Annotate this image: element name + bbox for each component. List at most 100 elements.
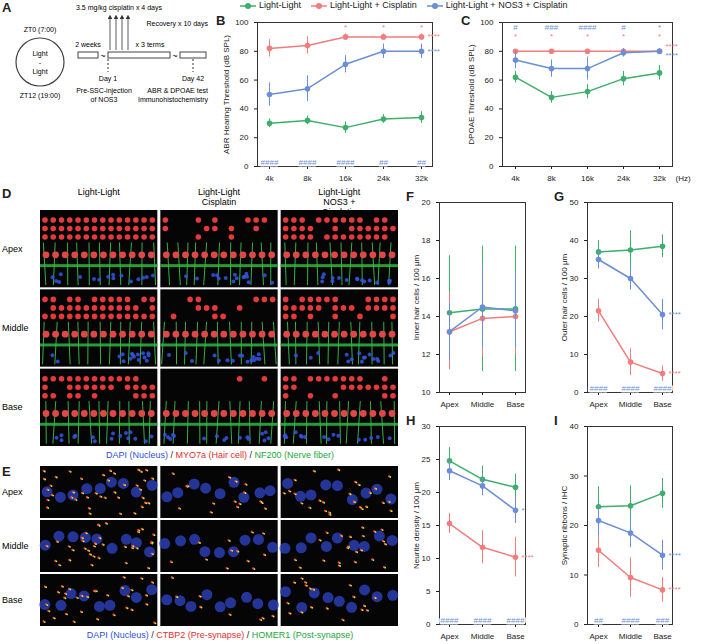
svg-text:*: * <box>586 32 589 41</box>
svg-text:4k: 4k <box>511 174 520 183</box>
svg-text:~: ~ <box>100 51 105 61</box>
svg-text:40: 40 <box>570 422 579 431</box>
svg-text:DAPI (Nucleus) / CTBP2 (Pre-sy: DAPI (Nucleus) / CTBP2 (Pre-synapse) / H… <box>87 630 354 640</box>
svg-text:*: * <box>382 23 385 32</box>
svg-text:Middle: Middle <box>471 400 495 409</box>
svg-text:###: ### <box>656 616 670 625</box>
svg-text:Middle: Middle <box>619 400 643 409</box>
svg-text:###: ### <box>545 23 559 32</box>
svg-text:20: 20 <box>422 198 431 207</box>
svg-text:##: ## <box>379 158 388 167</box>
svg-text:5: 5 <box>426 587 431 596</box>
svg-text:100: 100 <box>235 18 249 27</box>
svg-text:****: **** <box>428 32 440 41</box>
svg-text:20: 20 <box>422 488 431 497</box>
svg-text:60: 60 <box>240 76 249 85</box>
svg-text:*: * <box>622 32 625 41</box>
svg-text:*: * <box>658 23 661 32</box>
svg-text:40: 40 <box>240 104 249 113</box>
svg-text:*: * <box>514 32 517 41</box>
svg-text:****: **** <box>428 47 440 56</box>
svg-text:0: 0 <box>244 162 249 171</box>
svg-text:16k: 16k <box>339 174 353 183</box>
svg-text:Light: Light <box>32 68 47 76</box>
svg-text:####: #### <box>622 616 640 625</box>
svg-text:Middle: Middle <box>619 632 643 641</box>
svg-text:*: * <box>658 32 661 41</box>
svg-text:~: ~ <box>172 51 177 61</box>
svg-text:ABR & DPOAE test: ABR & DPOAE test <box>147 87 208 94</box>
svg-text:####: #### <box>579 23 597 32</box>
svg-text:10: 10 <box>570 350 579 359</box>
svg-text:40: 40 <box>570 236 579 245</box>
svg-text:####: #### <box>654 384 672 393</box>
svg-text:2 weeks: 2 weeks <box>75 41 101 48</box>
svg-text:##: ## <box>594 616 603 625</box>
svg-text:****: **** <box>666 51 678 60</box>
svg-text:Base: Base <box>653 400 672 409</box>
svg-text:####: #### <box>507 616 525 625</box>
svg-text:15: 15 <box>422 521 431 530</box>
svg-text:Light-Light: Light-Light <box>198 187 241 197</box>
svg-text:8k: 8k <box>547 174 556 183</box>
svg-text:ZT0 (7:00): ZT0 (7:00) <box>24 26 57 34</box>
svg-text:50: 50 <box>570 198 579 207</box>
svg-text:****: **** <box>669 585 681 594</box>
svg-text:ZT12 (19:00): ZT12 (19:00) <box>20 92 60 100</box>
svg-text:16: 16 <box>422 274 431 283</box>
svg-text:x 3 terms: x 3 terms <box>136 41 165 48</box>
svg-text:####: #### <box>590 384 608 393</box>
svg-text:Immunohistochemistry: Immunohistochemistry <box>138 96 209 104</box>
svg-text:****: **** <box>669 369 681 378</box>
svg-text:****: **** <box>522 553 534 562</box>
svg-text:40: 40 <box>485 104 494 113</box>
svg-text:0: 0 <box>489 162 494 171</box>
svg-text:*: * <box>522 506 525 515</box>
svg-text:Apex: Apex <box>2 244 23 254</box>
svg-text:18: 18 <box>422 236 431 245</box>
svg-text:Inner hair cells / 100 μm: Inner hair cells / 100 μm <box>412 254 421 340</box>
svg-text:Light-Light: Light-Light <box>78 187 121 197</box>
svg-text:####: #### <box>337 158 355 167</box>
svg-text:of NOS3: of NOS3 <box>91 96 118 103</box>
svg-text:####: #### <box>299 158 317 167</box>
svg-text:Middle: Middle <box>471 632 495 641</box>
svg-text:DPOAE Threshold (dB SPL): DPOAE Threshold (dB SPL) <box>467 44 476 145</box>
svg-text:DAPI (Nucleus) / MYO7a (Hair c: DAPI (Nucleus) / MYO7a (Hair cell) / NF2… <box>106 450 334 460</box>
svg-text:*: * <box>550 32 553 41</box>
svg-text:Apex: Apex <box>440 400 458 409</box>
svg-text:####: #### <box>622 384 640 393</box>
svg-text:0: 0 <box>426 620 431 629</box>
svg-text:Base: Base <box>506 632 525 641</box>
svg-text:####: #### <box>261 158 279 167</box>
svg-text:(Hz): (Hz) <box>676 174 691 183</box>
svg-text:12: 12 <box>422 350 431 359</box>
svg-text:20: 20 <box>240 133 249 142</box>
svg-text:Pre-SSC-injection: Pre-SSC-injection <box>76 87 132 95</box>
svg-text:*: * <box>344 23 347 32</box>
svg-text:Recovery x 10 days: Recovery x 10 days <box>147 20 209 28</box>
svg-text:Base: Base <box>2 402 23 412</box>
svg-text:10: 10 <box>570 571 579 580</box>
svg-text:32k: 32k <box>653 174 667 183</box>
svg-text:8k: 8k <box>303 174 312 183</box>
svg-text:16k: 16k <box>581 174 595 183</box>
svg-text:Base: Base <box>653 632 672 641</box>
svg-text:20: 20 <box>485 133 494 142</box>
svg-text:ABR Hearing Threshold (dB SPL): ABR Hearing Threshold (dB SPL) <box>222 35 231 154</box>
svg-text:Apex: Apex <box>589 400 607 409</box>
svg-text:3.5 mg/kg cisplatin x 4 days: 3.5 mg/kg cisplatin x 4 days <box>76 4 162 12</box>
svg-text:80: 80 <box>485 47 494 56</box>
svg-text:Cisplatin: Cisplatin <box>202 197 237 207</box>
svg-text:Base: Base <box>2 595 23 605</box>
svg-text:####: #### <box>441 616 459 625</box>
svg-text:Middle: Middle <box>2 323 29 333</box>
svg-text:30: 30 <box>570 472 579 481</box>
svg-text:Day 42: Day 42 <box>182 75 204 83</box>
svg-text:Apex: Apex <box>440 632 458 641</box>
svg-text:*: * <box>420 23 423 32</box>
svg-text:4k: 4k <box>265 174 274 183</box>
svg-text:0: 0 <box>574 388 579 397</box>
svg-text:100: 100 <box>480 18 494 27</box>
svg-text:0: 0 <box>574 620 579 629</box>
